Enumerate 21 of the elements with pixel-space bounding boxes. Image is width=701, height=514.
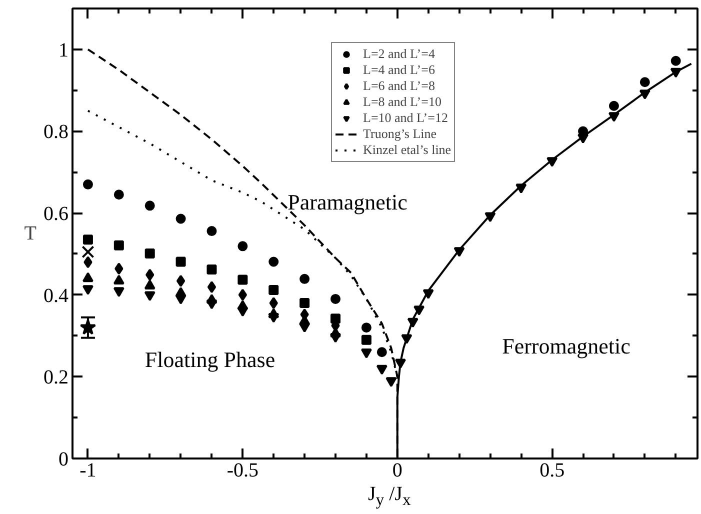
x-tick-label: -0.5 <box>226 460 259 482</box>
legend-label: L=2 and L’=4 <box>363 46 435 62</box>
y-tick-label: 0.2 <box>44 366 68 389</box>
y-tick-label: 0.4 <box>44 284 68 307</box>
legend-label: Kinzel etal’s line <box>363 142 452 158</box>
legend-label: L=10 and L’=12 <box>363 110 448 126</box>
legend-label: L=4 and L’=6 <box>363 62 435 78</box>
annotation: Ferromagnetic <box>502 334 631 358</box>
legend-label: L=6 and L’=8 <box>363 78 435 94</box>
legend-label: Truong’s Line <box>363 126 437 142</box>
x-axis-title: J$_{y}$ /J$_{x}$ <box>368 483 411 510</box>
x-tick-label: 0 <box>392 460 402 482</box>
y-tick-label: 0.6 <box>44 203 68 226</box>
y-tick-label: 1 <box>58 39 68 62</box>
annotation: Paramagnetic <box>288 190 408 214</box>
x-tick-label: 0.5 <box>540 460 565 482</box>
annotation: Floating Phase <box>144 347 276 372</box>
legend-label: L=8 and L’=10 <box>363 94 442 110</box>
y-tick-label: 0.8 <box>44 121 68 144</box>
y-axis-title: T <box>24 222 36 244</box>
x-tick-label: -1 <box>80 460 96 482</box>
